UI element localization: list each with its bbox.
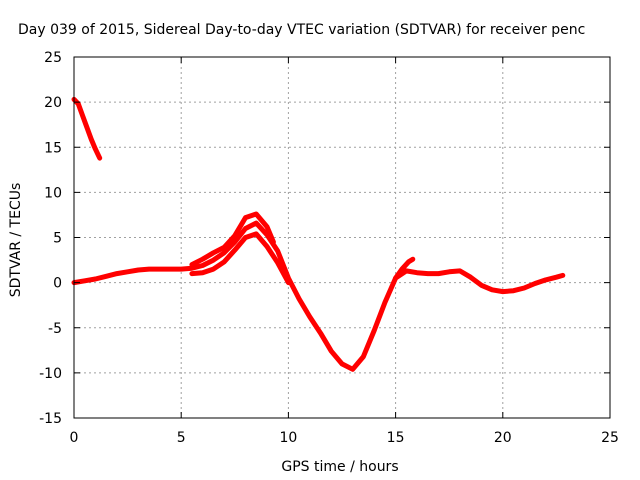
series-line-segment-tail: [393, 256, 416, 281]
y-tick-label: 15: [44, 140, 62, 156]
series-line-segment-lower: [189, 231, 291, 286]
series-line-segment-early: [71, 96, 103, 161]
series-line-segment-upper: [189, 211, 276, 268]
tick-labels: 0 5 10 15 20 25 -15 -10 -5 0 5 10 15 20 25: [39, 50, 619, 446]
y-tick-label: -5: [48, 321, 62, 337]
tick-marks: [73, 56, 611, 419]
y-tick-label: -10: [39, 366, 62, 382]
series-line-segment-main: [71, 220, 566, 372]
y-tick-label: -15: [39, 411, 62, 427]
x-tick-label: 10: [279, 430, 297, 446]
x-axis-label: GPS time / hours: [281, 459, 398, 475]
chart-title: Day 039 of 2015, Sidereal Day-to-day VTE…: [18, 22, 585, 38]
x-tick-label: 0: [70, 430, 79, 446]
y-tick-label: 20: [44, 95, 62, 111]
x-tick-label: 20: [494, 430, 512, 446]
grid: [74, 57, 610, 418]
y-tick-label: 5: [53, 231, 62, 247]
y-tick-label: 25: [44, 50, 62, 66]
y-tick-label: 0: [53, 276, 62, 292]
series-layer: [71, 96, 566, 372]
x-tick-label: 15: [387, 430, 405, 446]
y-tick-label: 10: [44, 185, 62, 201]
x-tick-label: 5: [177, 430, 186, 446]
x-tick-label: 25: [601, 430, 619, 446]
y-axis-label: SDTVAR / TECUs: [8, 183, 24, 298]
